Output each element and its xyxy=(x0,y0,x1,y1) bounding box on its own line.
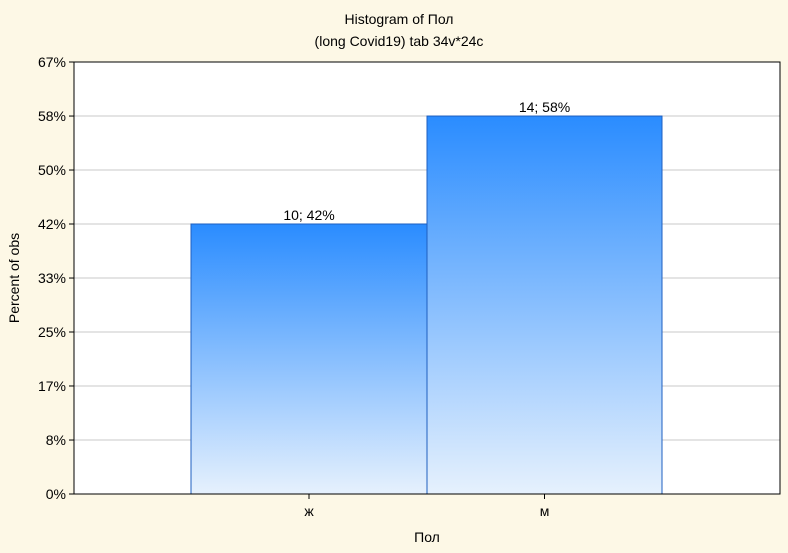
bars xyxy=(190,115,663,495)
chart-title: Histogram of Пол xyxy=(345,11,454,27)
y-axis-label: Percent of obs xyxy=(6,233,22,323)
y-tick-label: 17% xyxy=(38,378,66,394)
chart-subtitle: (long Covid19) tab 34v*24c xyxy=(315,33,484,49)
y-tick-label: 42% xyxy=(38,216,66,232)
y-tick-label: 25% xyxy=(38,324,66,340)
data-label: 10; 42% xyxy=(283,207,334,223)
x-tick-label: ж xyxy=(304,503,314,519)
x-axis-label: Пол xyxy=(414,529,440,545)
data-label: 14; 58% xyxy=(519,99,570,115)
x-tick-label: м xyxy=(540,503,550,519)
y-tick-label: 50% xyxy=(38,162,66,178)
y-tick-label: 8% xyxy=(46,432,66,448)
y-axis-ticks: 0% 8% 17% 25% 33% 42% 50% 58% 67% xyxy=(38,54,74,502)
bar-2 xyxy=(426,115,663,495)
y-tick-label: 33% xyxy=(38,270,66,286)
y-tick-label: 67% xyxy=(38,54,66,70)
data-labels: 10; 42% 14; 58% xyxy=(283,99,570,223)
y-tick-label: 58% xyxy=(38,108,66,124)
y-tick-label: 0% xyxy=(46,486,66,502)
bar-1 xyxy=(190,223,428,495)
